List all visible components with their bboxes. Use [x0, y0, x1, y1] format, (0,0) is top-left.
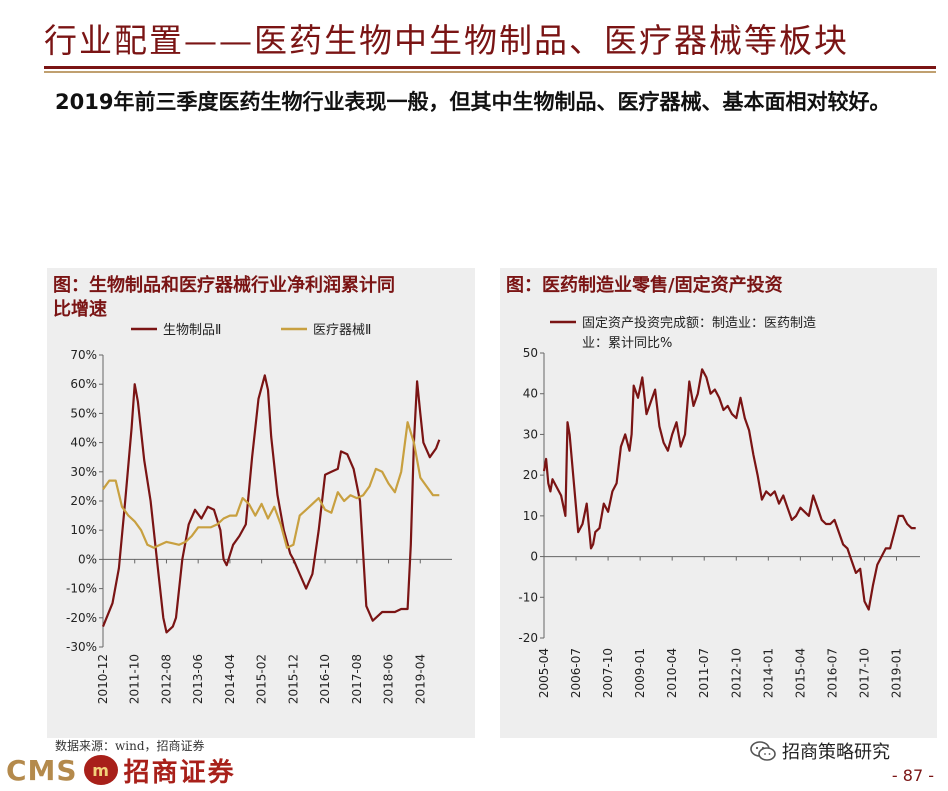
chart-left-svg: 生物制品Ⅱ 医疗器械Ⅱ -30% -20% -10% 0% 10% 20% 30% 40% 50% 6… [66, 323, 452, 704]
x-tick-label: 2009-01 [633, 648, 647, 698]
x-tick-label: 2016-07 [825, 648, 839, 698]
series-line [102, 421, 440, 549]
logo-badge-icon: m [83, 755, 118, 785]
y-tick-label: 30 [523, 427, 538, 441]
y-tick-label: -10 [518, 590, 538, 604]
x-tick-label: 2010-12 [96, 654, 110, 704]
cms-logo: CMS m 招商证券 [6, 752, 236, 788]
y-tick-label: -10% [66, 582, 97, 596]
intro-text: 2019年前三季度医药生物行业表现一般，但其中生物制品、医疗器械、基本面相对较好… [55, 90, 891, 114]
y-tick-label: -20 [518, 631, 538, 645]
x-tick-label: 2005-04 [537, 648, 551, 698]
x-tick-label: 2015-12 [286, 654, 300, 704]
x-tick-label: 2007-10 [601, 648, 615, 698]
chart-title-left-line2: 比增速 [53, 299, 107, 320]
y-tick-label: 0% [78, 552, 97, 566]
page-number: - 87 - [891, 766, 934, 785]
x-tick-label: 2011-07 [697, 648, 711, 698]
chart-title-left-line1: 图：生物制品和医疗器械行业净利润累计同 [53, 275, 395, 296]
y-tick-label: 70% [70, 348, 97, 362]
x-tick-label: 2006-07 [569, 648, 583, 698]
x-tick-label: 2017-10 [857, 648, 871, 698]
title-rule-top [44, 66, 936, 69]
wechat-icon [750, 741, 776, 761]
x-tick-label: 2016-10 [318, 654, 332, 704]
y-tick-label: 50% [70, 406, 97, 420]
series-line [101, 374, 441, 634]
chart-right-svg: 固定资产投资完成额：制造业：医药制造业：累计同比% -20 -10 0 10 20 30 40… [518, 315, 920, 698]
x-tick-label: 2018-06 [382, 654, 396, 704]
logo-cms-text: CMS [6, 753, 78, 787]
y-tick-label: 20 [523, 468, 538, 482]
x-tick-label: 2013-06 [191, 654, 205, 704]
x-tick-label: 2010-04 [665, 648, 679, 698]
y-tick-label: 40 [523, 387, 538, 401]
wechat-label: 招商策略研究 [782, 742, 890, 763]
y-tick-label: 20% [70, 494, 97, 508]
x-tick-label: 2014-04 [223, 654, 237, 704]
x-tick-label: 2012-10 [729, 648, 743, 698]
x-tick-label: 2011-10 [128, 654, 142, 704]
chart-title-left: 图：生物制品和医疗器械行业净利润累计同 比增速 [53, 274, 395, 322]
x-tick-label: 2012-08 [159, 654, 173, 704]
title-rule-bottom [44, 71, 936, 73]
y-tick-label: -30% [66, 640, 97, 654]
series-line [542, 368, 916, 611]
x-tick-label: 2019-04 [413, 654, 427, 704]
x-tick-label: 2019-01 [890, 648, 904, 698]
chart-panel-right: 图：医药制造业零售/固定资产投资 固定资产投资完成额：制造业：医药制造 业：累计同… [500, 268, 937, 738]
chart-panel-left: 图：生物制品和医疗器械行业净利润累计同 比增速 生物制品Ⅱ 医疗器械Ⅱ -30% -2… [47, 268, 475, 738]
legend-label: 医疗器械Ⅱ [313, 323, 371, 338]
chart-title-right: 图：医药制造业零售/固定资产投资 [506, 275, 783, 296]
x-tick-label: 2015-04 [793, 648, 807, 698]
y-tick-label: 40% [70, 436, 97, 450]
legend-label: 固定资产投资完成额：制造业：医药制造 [582, 315, 816, 331]
x-tick-label: 2017-08 [350, 654, 364, 704]
y-tick-label: 60% [70, 377, 97, 391]
y-tick-label: 50 [523, 346, 538, 360]
legend-label: 生物制品Ⅱ [163, 323, 221, 338]
data-source: 数据来源：wind，招商证券 [55, 739, 205, 753]
y-tick-label: 30% [70, 465, 97, 479]
wechat-account: 招商策略研究 [750, 738, 890, 764]
y-tick-label: 10% [70, 523, 97, 537]
y-tick-label: 10 [523, 509, 538, 523]
page-title: 行业配置——医药生物中生物制品、医疗器械等板块 [44, 21, 849, 60]
logo-cn-text: 招商证券 [123, 757, 236, 788]
x-tick-label: 2015-02 [255, 654, 269, 704]
legend-label: 业：累计同比% [582, 336, 672, 351]
y-tick-label: -20% [66, 611, 97, 625]
y-tick-label: 0 [530, 550, 538, 564]
x-tick-label: 2014-01 [761, 648, 775, 698]
